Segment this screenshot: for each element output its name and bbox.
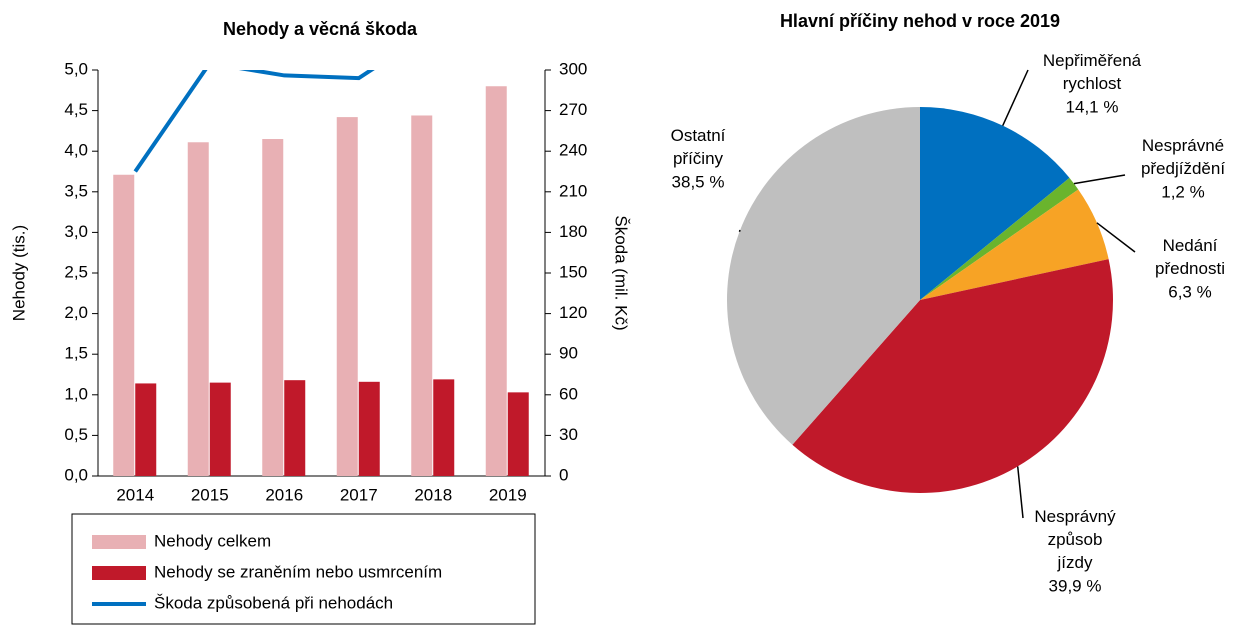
slice-value-label: 1,2 % [1161, 182, 1204, 201]
slice-label-line: příčiny [673, 149, 724, 168]
y-tick-label: 1,0 [64, 384, 88, 403]
y2-tick-label: 120 [559, 303, 587, 322]
x-tick-label: 2019 [489, 485, 527, 504]
y-tick-label: 2,0 [64, 303, 88, 322]
bar [187, 142, 209, 476]
slice-label: Nepřiměřená rychlost [1043, 51, 1142, 93]
slice-value-label: 6,3 % [1168, 282, 1211, 301]
y-tick-label: 0,0 [64, 465, 88, 484]
y-tick-label: 2,5 [64, 262, 88, 281]
slice-label-line: jízdy [1057, 553, 1093, 572]
y2-tick-label: 300 [559, 59, 587, 78]
y2-tick-label: 210 [559, 181, 587, 200]
x-tick-label: 2015 [191, 485, 229, 504]
leader-line [1073, 174, 1126, 185]
x-tick-label: 2016 [265, 485, 303, 504]
y-tick-label: 4,0 [64, 141, 88, 160]
y2-tick-label: 180 [559, 222, 587, 241]
y2-tick-label: 60 [559, 384, 578, 403]
pie-slice [792, 259, 1114, 494]
plot [113, 70, 529, 476]
y2-tick-label: 150 [559, 262, 587, 281]
bar [135, 383, 157, 476]
y2-tick-label: 240 [559, 141, 587, 160]
slice-label-line: Nedání [1163, 236, 1218, 255]
legend-label: Nehody se zraněním nebo usmrcením [154, 562, 442, 581]
legend-label: Nehody celkem [154, 531, 271, 550]
bar [262, 139, 284, 476]
slice-value-label: 14,1 % [1066, 97, 1119, 116]
slice-label-line: rychlost [1063, 74, 1122, 93]
y-tick-label: 1,5 [64, 344, 88, 363]
x-tick-label: 2017 [340, 485, 378, 504]
y2-axis-title: Škoda (mil. Kč) [612, 215, 631, 330]
y-tick-label: 3,5 [64, 181, 88, 200]
legend-swatch [92, 566, 146, 580]
bar [113, 174, 135, 476]
y-tick-label: 0,5 [64, 425, 88, 444]
pie-slice [726, 107, 920, 445]
bar [411, 115, 433, 476]
y-tick-label: 5,0 [64, 59, 88, 78]
legend-box [71, 513, 536, 625]
bar [485, 86, 507, 476]
pie-slice [920, 107, 1070, 300]
leader-line [1096, 222, 1136, 253]
bar [507, 392, 529, 476]
slice-label-line: Ostatní [671, 126, 726, 145]
leader-line [1016, 466, 1024, 519]
slice-label-line: přednosti [1155, 259, 1225, 278]
slice-label-line: Nepřiměřená [1043, 51, 1142, 70]
y2-tick-label: 0 [559, 465, 568, 484]
slice-label-line: Nesprávné [1142, 136, 1224, 155]
leader-line [1002, 69, 1029, 126]
y2-tick-label: 30 [559, 425, 578, 444]
chart-title: Nehody a věcná škoda [223, 19, 418, 39]
x-tick-label: 2018 [414, 485, 452, 504]
slice-label: Nedání přednosti [1155, 236, 1225, 278]
y-axis-title: Nehody (tis.) [9, 225, 28, 321]
bar [358, 381, 380, 476]
bar [336, 117, 358, 476]
y-tick-label: 3,0 [64, 222, 88, 241]
y2-tick-label: 90 [559, 344, 578, 363]
legend-label: Škoda způsobená při nehodách [154, 593, 393, 612]
slice-label-line: Nesprávný [1034, 507, 1116, 526]
y-tick-label: 4,5 [64, 100, 88, 119]
line [133, 70, 375, 173]
slice-label-line: způsob [1048, 530, 1103, 549]
slice-label-line: předjíždění [1141, 159, 1225, 178]
x-tick-label: 2014 [116, 485, 154, 504]
pie-slice [920, 177, 1079, 300]
bar [433, 379, 455, 476]
leader-line [738, 229, 741, 232]
bar [209, 382, 231, 476]
y2-tick-label: 270 [559, 100, 587, 119]
slice-value-label: 39,9 % [1049, 576, 1102, 595]
chart-title: Hlavní příčiny nehod v roce 2019 [780, 11, 1060, 31]
slice-label: Ostatní příčiny [671, 126, 726, 168]
slice-label: Nesprávný způsob jízdy [1034, 507, 1116, 572]
pie-slice [920, 189, 1109, 300]
slice-value-label: 38,5 % [672, 172, 725, 191]
slice-label: Nesprávné předjíždění [1141, 136, 1225, 178]
bar [284, 380, 306, 476]
legend-swatch [92, 535, 146, 549]
